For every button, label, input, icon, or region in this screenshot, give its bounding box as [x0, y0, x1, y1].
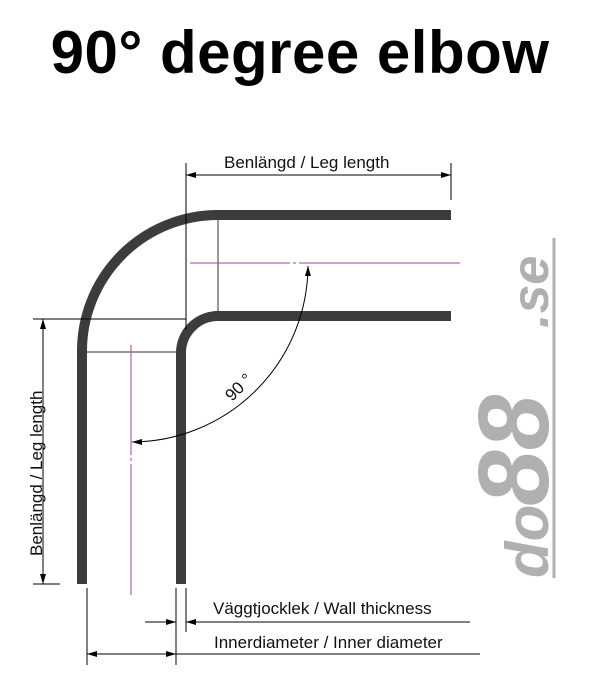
inner-diameter-label: Innerdiameter / Inner diameter [214, 633, 443, 652]
angle-label: 90 ° [221, 370, 256, 405]
wall-thickness-label: Väggtjocklek / Wall thickness [213, 599, 432, 618]
top-leg-dimension [185, 163, 452, 330]
section-lines [86, 219, 219, 353]
logo-se: .se [502, 256, 560, 328]
leg-length-left-label: Benlängd / Leg length [27, 391, 46, 556]
logo-88: 88 [458, 394, 570, 506]
logo-do: do [494, 505, 561, 578]
page-title: 90° degree elbow [50, 19, 550, 86]
leg-length-top-label: Benlängd / Leg length [224, 153, 389, 172]
pipe-inner-wall [176, 311, 451, 584]
angle-arc [131, 265, 311, 445]
left-leg-dimension [33, 318, 186, 585]
bottom-dimensions [86, 588, 480, 665]
pipe-outer-wall [76, 210, 451, 584]
pipe-elbow [76, 210, 451, 584]
centerlines [130, 262, 460, 595]
do88-logo: do 88 .se [458, 238, 570, 578]
